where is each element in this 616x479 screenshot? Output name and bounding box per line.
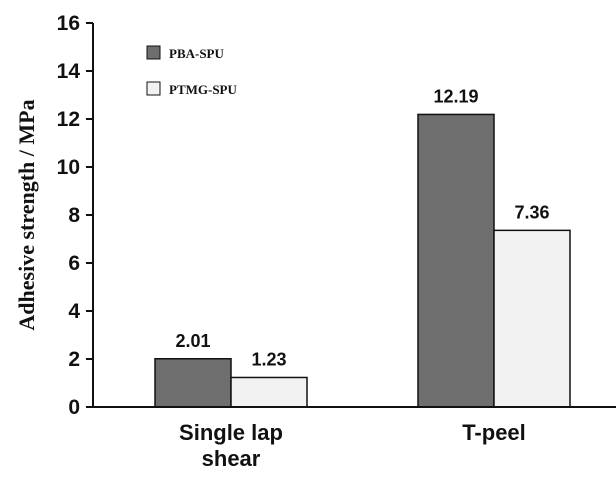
y-tick-label: 12	[57, 108, 80, 131]
y-tick-label: 4	[68, 300, 80, 323]
bar-ptmg-spu-0	[230, 376, 308, 408]
bar-ptmg-spu-1	[493, 229, 571, 408]
legend-swatch-ptmg-spu	[146, 81, 161, 96]
y-tick-label: 2	[68, 348, 80, 371]
x-category-label: Single lap	[179, 420, 283, 445]
y-axis-label: Adhesive strength / MPa	[14, 99, 39, 330]
y-tick-label: 10	[57, 156, 80, 179]
y-tick-label: 8	[68, 204, 80, 227]
bars	[154, 113, 571, 408]
y-tick-label: 6	[68, 252, 80, 275]
y-axis-ticks: 0 2 4 6 8 10 12 14 16	[57, 12, 93, 419]
legend-label-pba-spu: PBA-SPU	[169, 46, 225, 61]
legend-label-ptmg-spu: PTMG-SPU	[169, 82, 237, 97]
y-tick-label: 16	[57, 12, 80, 35]
legend: PBA-SPU PTMG-SPU	[146, 45, 237, 97]
data-label: 7.36	[514, 202, 549, 222]
x-category-label: shear	[202, 446, 261, 471]
bar-pba-spu-1	[417, 113, 495, 408]
y-tick-label: 14	[57, 60, 81, 83]
y-tick-label: 0	[68, 396, 80, 419]
bar-pba-spu-0	[154, 358, 232, 408]
data-label: 2.01	[175, 331, 210, 351]
legend-swatch-pba-spu	[146, 45, 161, 60]
x-category-label: T-peel	[462, 420, 526, 445]
data-label: 1.23	[251, 349, 286, 369]
data-label: 12.19	[433, 86, 478, 106]
data-labels: 2.01 1.23 12.19 7.36	[175, 86, 549, 369]
